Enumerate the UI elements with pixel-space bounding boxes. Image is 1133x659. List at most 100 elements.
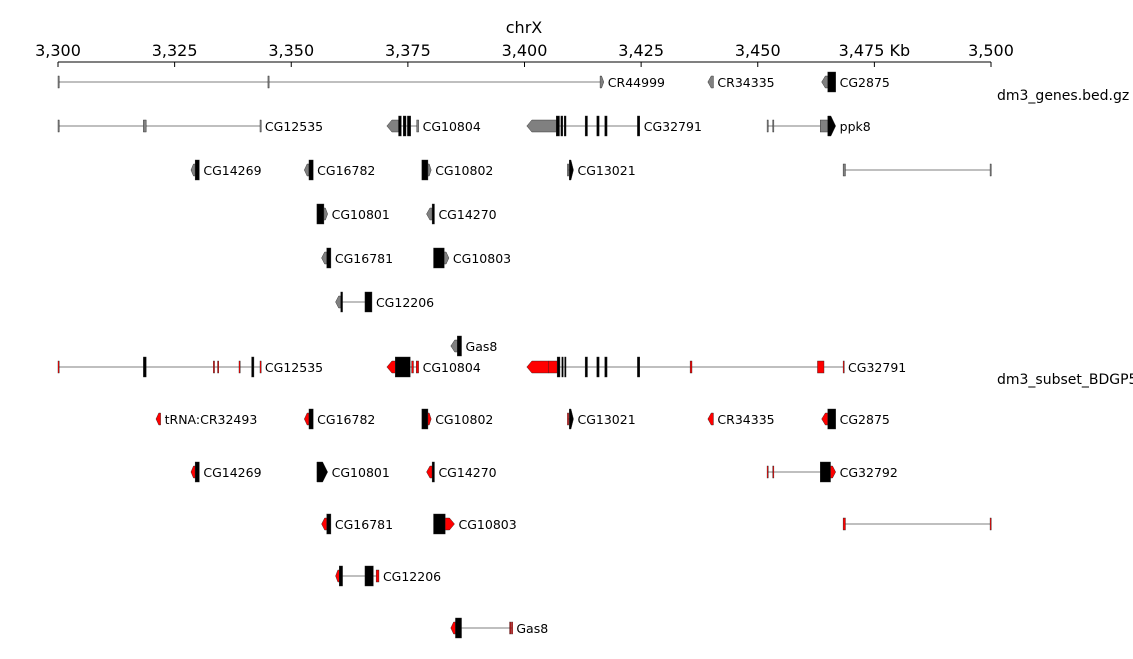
gene-exon <box>364 565 374 587</box>
gene-label: CG10802 <box>435 163 493 178</box>
gene-exon-arrow <box>707 75 714 89</box>
gene-exon <box>395 356 411 378</box>
gene-exon-arrow <box>569 159 574 181</box>
axis-tick-label: 3,400 <box>502 41 548 60</box>
gene-exon <box>259 119 262 133</box>
gene-exon <box>267 75 270 89</box>
gene-exon <box>556 115 560 137</box>
gene-label: CG12206 <box>383 569 441 584</box>
gene-label: CG16781 <box>335 517 393 532</box>
gene-exon-arrow <box>707 412 714 426</box>
gene-exon <box>217 360 219 374</box>
gene-exon <box>842 360 845 374</box>
gene: CG32791 <box>526 356 906 378</box>
gene-label: CG14270 <box>438 207 496 222</box>
gene-exon <box>637 356 640 378</box>
gene-exon <box>989 163 992 177</box>
gene-tracks: dm3_genes.bed.gz CR44999 CR34335 CG2875 CG12… <box>57 71 1133 639</box>
gene-label: CR34335 <box>717 412 774 427</box>
gene-exon <box>143 356 147 378</box>
gene-exon <box>407 115 411 137</box>
gene-exon-arrow <box>526 119 557 133</box>
gene-label: tRNA:CR32493 <box>165 412 258 427</box>
gene-label: CG16782 <box>317 163 375 178</box>
gene-exon-arrow <box>316 461 328 483</box>
gene-exon <box>596 356 600 378</box>
gene-exon <box>817 360 825 374</box>
gene: CG16782 <box>304 159 375 181</box>
gene-label: ppk8 <box>840 119 871 134</box>
gene-label: CG14269 <box>203 163 261 178</box>
gene-exon-arrow <box>821 412 828 426</box>
gene-exon <box>457 335 462 357</box>
gene-exon <box>251 356 255 378</box>
gene-exon-arrow <box>386 119 399 133</box>
gene: CG14270 <box>426 203 497 225</box>
gene-exon <box>766 465 769 479</box>
gene-exon <box>416 360 419 374</box>
gene-label: CG10801 <box>332 207 390 222</box>
gene-label: CG12206 <box>376 295 434 310</box>
gene-label: Gas8 <box>466 339 498 354</box>
gene: CG10801 <box>316 461 390 483</box>
gene-exon <box>433 247 445 269</box>
gene-exon-arrow <box>526 360 549 374</box>
gene-exon <box>584 115 588 137</box>
gene-exon-arrow <box>190 465 196 479</box>
gene-label: CG12535 <box>265 119 323 134</box>
gene-exon-arrow <box>304 163 310 177</box>
gene-exon-arrow <box>155 412 161 426</box>
gene: CR44999 <box>57 75 665 90</box>
gene-exon <box>308 408 314 430</box>
gene-exon <box>567 412 569 426</box>
gene-exon <box>827 71 836 93</box>
gene-exon <box>431 203 435 225</box>
gene-exon <box>411 360 414 374</box>
gene-label: CG2875 <box>840 412 890 427</box>
gene-exon-arrow <box>450 339 458 353</box>
gene-label: CG32792 <box>840 465 898 480</box>
gene-exon-arrow <box>426 465 433 479</box>
gene-exon <box>213 360 215 374</box>
axis-tick-label: 3,300 <box>35 41 81 60</box>
gene-label: Gas8 <box>516 621 548 636</box>
gene: CG14270 <box>426 461 497 483</box>
gene: CR34335 <box>707 75 775 90</box>
gene: CG12206 <box>335 565 441 587</box>
gene-exon <box>308 159 314 181</box>
gene: CG10804 <box>386 356 481 378</box>
gene-exon <box>403 115 407 137</box>
gene-label: CG14269 <box>203 465 261 480</box>
gene-exon <box>509 621 511 635</box>
gene-exon-arrow <box>427 412 432 426</box>
gene-exon <box>364 291 373 313</box>
chromosome-label: chrX <box>506 18 543 37</box>
gene-exon <box>259 360 262 374</box>
gene: CG16781 <box>321 247 393 269</box>
gene-label: CG14270 <box>438 465 496 480</box>
gene: ppk8 <box>766 115 871 137</box>
gene: CG16781 <box>321 513 393 535</box>
gene <box>842 163 992 177</box>
gene-exon-arrow <box>190 163 196 177</box>
gene-label: CR44999 <box>608 75 665 90</box>
axis-tick-label: 3,325 <box>152 41 198 60</box>
gene-exon-arrow <box>821 75 828 89</box>
gene-exon <box>772 465 775 479</box>
gene-exon <box>567 163 569 177</box>
gene-exon-arrow <box>827 115 836 137</box>
gene-exon <box>194 159 200 181</box>
gene-exon <box>842 163 846 177</box>
gene: CG32792 <box>766 461 898 483</box>
gene: CG14269 <box>190 461 262 483</box>
axis-tick-label: 3,500 <box>968 41 1014 60</box>
gene-label: CG10802 <box>435 412 493 427</box>
gene-exon <box>57 119 60 133</box>
gene-exon <box>431 461 435 483</box>
gene-label: CG13021 <box>577 412 635 427</box>
gene-exon <box>556 356 561 378</box>
gene: CG14269 <box>190 159 262 181</box>
gene: tRNA:CR32493 <box>155 412 258 427</box>
gene-exon <box>416 119 419 133</box>
gene-exon <box>194 461 200 483</box>
